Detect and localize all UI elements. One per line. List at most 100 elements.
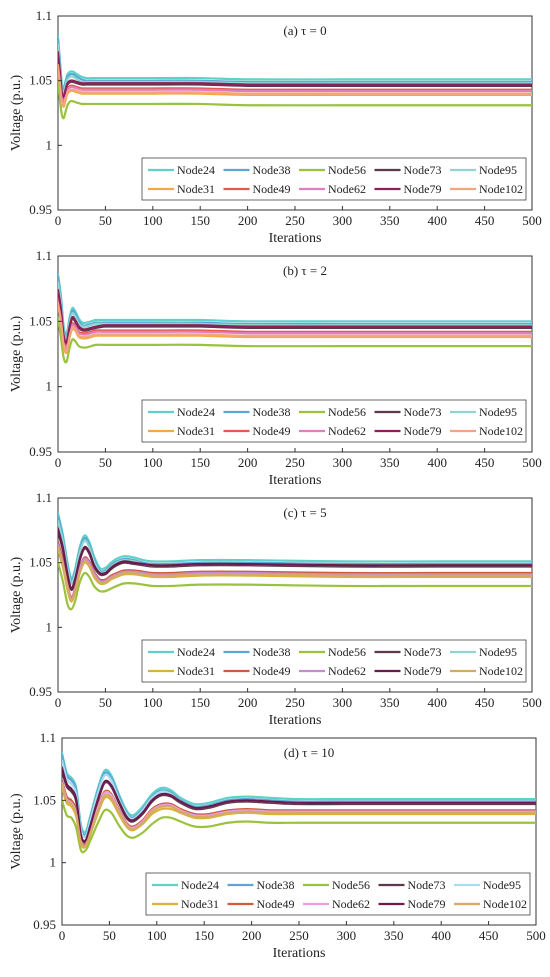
series-group xyxy=(58,512,532,611)
panel-2: 0 50 100 150 200 250 300 350 400 450 500 0.95 1 1.05 1… xyxy=(9,248,542,488)
series-line-node102 xyxy=(58,546,532,602)
legend-label-node62: Node62 xyxy=(328,424,366,438)
panel-4: 0 50 100 150 200 250 300 350 400 450 500 0.95 1 1.05 1… xyxy=(9,730,546,961)
x-tick-label: 250 xyxy=(285,695,305,710)
legend-label-node24: Node24 xyxy=(181,878,219,892)
x-tick-label: 50 xyxy=(99,695,112,710)
legend-box xyxy=(141,639,527,683)
x-tick-label: 200 xyxy=(238,695,258,710)
legend-label-node31: Node31 xyxy=(181,897,219,911)
y-tick-label: 0.95 xyxy=(29,684,52,699)
x-tick-label: 350 xyxy=(384,928,404,943)
legend-label-node73: Node73 xyxy=(404,405,442,419)
series-line-node73 xyxy=(62,769,536,844)
legend-label-node79: Node79 xyxy=(404,182,442,196)
x-tick-label: 300 xyxy=(333,213,353,228)
y-tick-label: 1 xyxy=(46,137,53,152)
y-axis-title: Voltage (p.u.) xyxy=(9,315,24,392)
x-axis-title: Iterations xyxy=(273,946,326,961)
legend-label-node38: Node38 xyxy=(253,163,291,177)
x-tick-label: 50 xyxy=(99,455,112,470)
x-axis-title: Iterations xyxy=(269,473,322,488)
y-tick-label: 1.1 xyxy=(36,490,52,505)
series-line-node79 xyxy=(58,51,532,98)
legend-label-node31: Node31 xyxy=(177,664,215,678)
legend-label-node31: Node31 xyxy=(177,424,215,438)
x-tick-label: 50 xyxy=(99,213,112,228)
y-tick-label: 1.05 xyxy=(29,73,52,88)
panel-title: (d) τ = 10 xyxy=(284,745,334,760)
x-axis-title: Iterations xyxy=(269,231,322,246)
series-line-node102 xyxy=(58,301,532,353)
legend-label-node102: Node102 xyxy=(479,424,523,438)
x-tick-label: 50 xyxy=(103,928,116,943)
panel-title: (c) τ = 5 xyxy=(283,505,326,520)
series-line-node79 xyxy=(58,527,532,590)
legend-label-node38: Node38 xyxy=(253,405,291,419)
x-tick-label: 100 xyxy=(143,213,163,228)
x-tick-label: 0 xyxy=(59,928,66,943)
legend-label-node73: Node73 xyxy=(408,878,446,892)
legend-label-node62: Node62 xyxy=(328,182,366,196)
x-tick-label: 250 xyxy=(289,928,309,943)
y-tick-label: 1 xyxy=(46,379,53,394)
legend-label-node56: Node56 xyxy=(328,645,366,659)
series-line-node31 xyxy=(58,66,532,108)
legend-label-node62: Node62 xyxy=(328,664,366,678)
x-tick-label: 500 xyxy=(522,455,542,470)
x-tick-label: 0 xyxy=(55,213,62,228)
x-tick-label: 450 xyxy=(475,455,495,470)
legend-label-node79: Node79 xyxy=(408,897,446,911)
x-tick-label: 250 xyxy=(285,213,305,228)
legend-label-node31: Node31 xyxy=(177,182,215,196)
x-tick-label: 150 xyxy=(190,455,210,470)
x-tick-label: 150 xyxy=(190,695,210,710)
x-tick-label: 400 xyxy=(427,695,447,710)
x-axis-title: Iterations xyxy=(269,713,322,728)
legend: Node24 Node38 Node56 Node73 Node95 Node31 Node… xyxy=(141,399,527,443)
legend-label-node95: Node95 xyxy=(479,163,517,177)
x-tick-label: 400 xyxy=(431,928,451,943)
y-axis-title: Voltage (p.u.) xyxy=(9,556,24,633)
series-line-node56 xyxy=(58,317,532,364)
legend-label-node56: Node56 xyxy=(328,405,366,419)
x-tick-label: 200 xyxy=(238,455,258,470)
x-tick-label: 350 xyxy=(380,695,400,710)
x-tick-label: 350 xyxy=(380,213,400,228)
x-tick-label: 450 xyxy=(479,928,499,943)
y-tick-label: 1.05 xyxy=(29,313,52,328)
legend-label-node95: Node95 xyxy=(479,405,517,419)
series-line-node24 xyxy=(58,512,532,580)
legend: Node24 Node38 Node56 Node73 Node95 Node31 Node… xyxy=(141,639,527,683)
x-tick-label: 500 xyxy=(522,213,542,228)
legend-label-node38: Node38 xyxy=(253,645,291,659)
series-line-node56 xyxy=(62,799,536,854)
x-tick-label: 0 xyxy=(55,455,62,470)
series-line-node56 xyxy=(58,79,532,120)
legend: Node24 Node38 Node56 Node73 Node95 Node31 Node… xyxy=(145,872,531,916)
legend-label-node24: Node24 xyxy=(177,645,215,659)
legend-label-node102: Node102 xyxy=(483,897,527,911)
x-tick-label: 450 xyxy=(475,695,495,710)
legend-label-node49: Node49 xyxy=(253,664,291,678)
legend-label-node73: Node73 xyxy=(404,645,442,659)
y-tick-label: 1.05 xyxy=(33,792,56,807)
x-tick-label: 500 xyxy=(522,695,542,710)
legend-label-node95: Node95 xyxy=(479,645,517,659)
series-group xyxy=(58,35,532,120)
y-tick-label: 0.95 xyxy=(29,202,52,217)
series-line-node79 xyxy=(62,766,536,843)
x-tick-label: 150 xyxy=(190,213,210,228)
y-tick-label: 1.1 xyxy=(36,8,52,23)
x-tick-label: 300 xyxy=(333,455,353,470)
legend-label-node73: Node73 xyxy=(404,163,442,177)
y-axis-title: Voltage (p.u.) xyxy=(9,793,24,870)
y-tick-label: 1.05 xyxy=(29,555,52,570)
series-line-node102 xyxy=(62,784,536,848)
series-line-node79 xyxy=(58,288,532,344)
x-tick-label: 0 xyxy=(55,695,62,710)
legend-label-node79: Node79 xyxy=(404,424,442,438)
legend-label-node56: Node56 xyxy=(328,163,366,177)
